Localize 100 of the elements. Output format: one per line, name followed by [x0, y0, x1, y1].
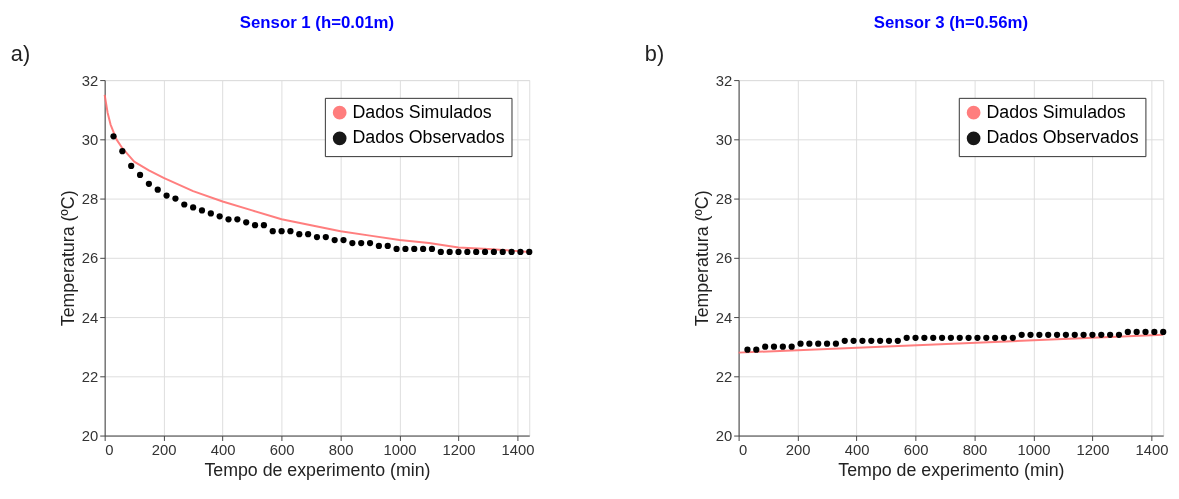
point: [402, 245, 409, 253]
point: [1045, 331, 1052, 338]
point: [1080, 331, 1087, 338]
point: [823, 340, 831, 347]
point: [526, 248, 533, 256]
x-tick-label: 400: [210, 441, 236, 458]
point: [938, 334, 946, 341]
point: [877, 337, 884, 344]
point: [419, 245, 427, 253]
point: [850, 337, 857, 344]
point: [1160, 328, 1167, 335]
point: [1133, 328, 1140, 335]
point: [243, 219, 250, 226]
point: [1062, 331, 1070, 338]
point: [260, 222, 268, 229]
point: [753, 346, 760, 353]
point: [841, 337, 848, 344]
point: [358, 239, 365, 247]
point: [1151, 328, 1158, 335]
point: [251, 222, 259, 229]
point: [181, 201, 188, 208]
point: [411, 245, 418, 253]
point: [1018, 331, 1025, 338]
point: [225, 216, 232, 223]
point: [136, 171, 144, 178]
x-axis-title: Tempo de experimento (min): [204, 459, 431, 480]
point: [947, 334, 955, 341]
y-tick-label: 28: [81, 191, 99, 208]
chart-title: Sensor 3 (h=0.56m): [873, 12, 1029, 32]
point: [779, 343, 786, 350]
point: [331, 236, 338, 244]
legend-label: Dados Observados: [352, 127, 505, 148]
x-tick-label: 200: [785, 441, 811, 458]
point: [287, 228, 294, 235]
y-tick-label: 26: [81, 250, 99, 267]
point: [1027, 331, 1034, 338]
point: [894, 337, 901, 344]
y-tick-label: 22: [715, 368, 733, 385]
point: [1009, 334, 1016, 341]
point: [956, 334, 963, 341]
point: [446, 248, 453, 256]
x-tick-label: 800: [328, 441, 354, 458]
x-tick-label: 400: [844, 441, 870, 458]
point: [198, 207, 206, 214]
x-tick-label: 1000: [383, 441, 417, 458]
point: [912, 334, 919, 341]
point: [278, 228, 285, 235]
point: [885, 337, 893, 344]
point: [1098, 331, 1105, 338]
point: [384, 242, 391, 250]
point: [832, 340, 840, 347]
point: [349, 239, 356, 247]
point: [473, 248, 480, 256]
point: [322, 233, 329, 241]
point: [305, 231, 312, 238]
point: [340, 236, 347, 244]
y-tick-label: 32: [81, 72, 99, 89]
point: [455, 248, 462, 256]
point: [903, 334, 910, 341]
point: [313, 233, 321, 241]
point: [296, 231, 303, 238]
point: [788, 343, 795, 350]
y-tick-label: 32: [715, 72, 733, 89]
point: [119, 148, 126, 155]
point: [366, 239, 374, 247]
x-tick-label: 1200: [1076, 441, 1110, 458]
point: [965, 334, 972, 341]
point: [770, 343, 778, 350]
y-tick-label: 22: [81, 368, 99, 385]
y-tick-label: 24: [81, 309, 99, 326]
y-tick-label: 20: [715, 427, 733, 444]
point: [1124, 328, 1131, 335]
point: [1089, 331, 1096, 338]
point: [269, 228, 276, 235]
point: [517, 248, 524, 256]
x-tick-label: 1400: [501, 441, 535, 458]
point: [110, 133, 117, 140]
x-tick-label: 1400: [1135, 441, 1169, 458]
y-tick-label: 28: [715, 191, 733, 208]
point: [921, 334, 928, 341]
x-tick-label: 1200: [442, 441, 476, 458]
x-tick-label: 200: [151, 441, 177, 458]
point: [983, 334, 990, 341]
point: [216, 213, 223, 220]
point: [1115, 331, 1123, 338]
point: [1142, 328, 1149, 335]
point: [1036, 331, 1043, 338]
x-tick-label: 0: [739, 441, 748, 458]
y-tick-label: 24: [715, 309, 733, 326]
point: [499, 248, 506, 256]
point: [190, 204, 197, 211]
text: a): [10, 41, 31, 67]
x-tick-label: 600: [269, 441, 295, 458]
point: [375, 242, 383, 250]
point: [508, 248, 515, 256]
x-tick-label: 1000: [1017, 441, 1051, 458]
point: [428, 245, 436, 253]
point: [762, 343, 769, 350]
point: [930, 334, 937, 341]
point: [868, 337, 875, 344]
